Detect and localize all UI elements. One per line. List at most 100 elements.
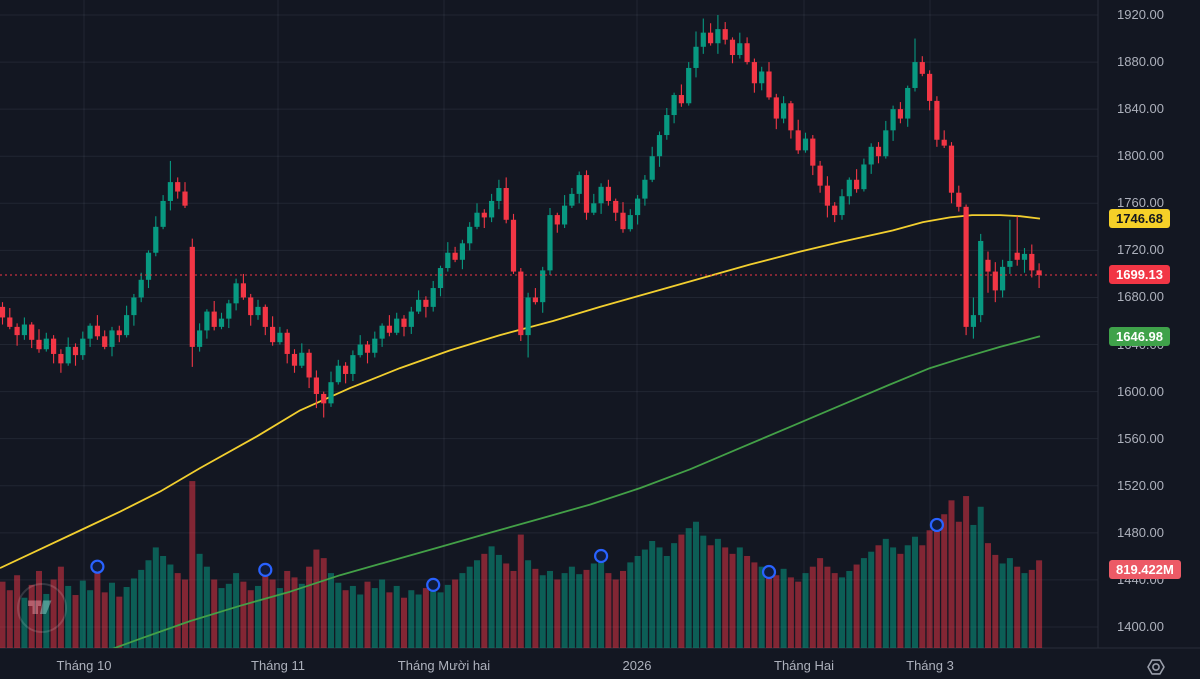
candle-body xyxy=(124,315,130,336)
candle-body xyxy=(43,338,49,350)
candle-body xyxy=(240,283,246,298)
volume-bar xyxy=(444,584,451,648)
candle-body xyxy=(116,330,122,336)
volume-bar xyxy=(240,581,247,648)
candle-body xyxy=(992,271,998,291)
time-tick-label: Tháng 3 xyxy=(906,658,954,673)
volume-bar xyxy=(532,568,539,648)
candle-body xyxy=(29,324,35,340)
candle-body xyxy=(204,311,210,331)
volume-bar xyxy=(736,547,743,648)
candle-body xyxy=(109,330,115,347)
volume-bar xyxy=(152,547,159,648)
candle-body xyxy=(854,179,860,190)
candle-body xyxy=(350,355,356,374)
candle-body xyxy=(934,100,940,140)
candle-body xyxy=(576,175,582,194)
volume-bar xyxy=(452,579,459,648)
volume-bar xyxy=(999,563,1006,648)
candle-body xyxy=(525,297,531,336)
candle-body xyxy=(452,252,458,260)
time-axis-settings-icon[interactable] xyxy=(1144,655,1168,679)
candle-body xyxy=(372,338,378,353)
event-marker[interactable] xyxy=(426,577,441,592)
volume-bar xyxy=(605,573,612,648)
volume-bar xyxy=(671,543,678,648)
volume-bar xyxy=(430,584,437,648)
candle-body xyxy=(547,215,553,271)
volume-bar xyxy=(933,524,940,648)
volume-bar xyxy=(422,588,429,648)
candle-body xyxy=(416,299,422,312)
candle-body xyxy=(270,326,276,343)
volume-bar xyxy=(831,573,838,648)
volume-bar xyxy=(714,538,721,648)
volume-bar xyxy=(860,558,867,648)
candle-body xyxy=(927,73,933,101)
volume-bar xyxy=(349,585,356,648)
volume-bar xyxy=(269,579,276,648)
volume-bar xyxy=(6,590,13,648)
candle-body xyxy=(1021,253,1028,260)
volume-bar xyxy=(977,506,984,648)
candle-body xyxy=(642,179,648,199)
candle-body xyxy=(357,344,363,356)
volume-bar xyxy=(839,577,845,648)
ma-slow-price-badge: 1646.98 xyxy=(1109,326,1170,346)
candle-body xyxy=(423,299,429,307)
volume-bar xyxy=(700,535,707,648)
candle-body xyxy=(313,377,319,394)
candle-body xyxy=(686,67,692,104)
volume-bar xyxy=(817,558,824,648)
candle-body xyxy=(401,318,407,327)
candle-body xyxy=(722,29,728,40)
event-marker[interactable] xyxy=(593,548,609,564)
event-marker[interactable] xyxy=(90,559,105,574)
candle-body xyxy=(715,29,721,44)
candle-body xyxy=(459,243,465,260)
volume-bar xyxy=(517,534,524,648)
volume-bar xyxy=(787,577,794,648)
time-tick-label: 2026 xyxy=(622,658,652,673)
volume-bar xyxy=(656,547,663,648)
volume-bar xyxy=(116,596,123,648)
candle-body xyxy=(182,191,188,206)
volume-bar xyxy=(576,574,583,648)
event-marker[interactable] xyxy=(929,517,945,533)
volume-bar xyxy=(598,555,605,648)
moving-averages xyxy=(0,214,1041,648)
volume-bar xyxy=(539,575,546,648)
candle-body xyxy=(496,188,502,201)
volume-bar xyxy=(320,558,327,648)
volume-bar xyxy=(919,545,926,648)
candle-body xyxy=(766,71,772,98)
event-marker[interactable] xyxy=(761,564,777,580)
event-marker[interactable] xyxy=(258,562,273,577)
candle-body xyxy=(58,353,64,364)
volume-bar xyxy=(57,566,64,648)
chart-overlays xyxy=(0,274,1098,592)
volume-bar xyxy=(262,569,269,648)
ma-fast-price-badge: 1746.68 xyxy=(1109,209,1170,229)
ma-fast-line xyxy=(0,214,1041,569)
volume-bar xyxy=(196,553,203,648)
volume-bar xyxy=(415,594,422,648)
candle-body xyxy=(364,344,371,353)
candle-body xyxy=(145,252,152,280)
candle-body xyxy=(605,186,611,201)
candle-body xyxy=(474,212,480,227)
candle-body xyxy=(255,306,261,316)
candle-body xyxy=(839,196,845,216)
price-tick-label: 1720.00 xyxy=(1117,242,1164,258)
candle-body xyxy=(540,270,546,303)
candle-body xyxy=(583,175,590,213)
candle-body xyxy=(445,252,451,269)
candle-body xyxy=(970,315,976,327)
candle-body xyxy=(408,311,414,327)
candle-body xyxy=(729,39,736,56)
candle-body xyxy=(489,200,495,218)
volume-series xyxy=(0,481,1043,648)
volume-bar xyxy=(561,573,568,648)
